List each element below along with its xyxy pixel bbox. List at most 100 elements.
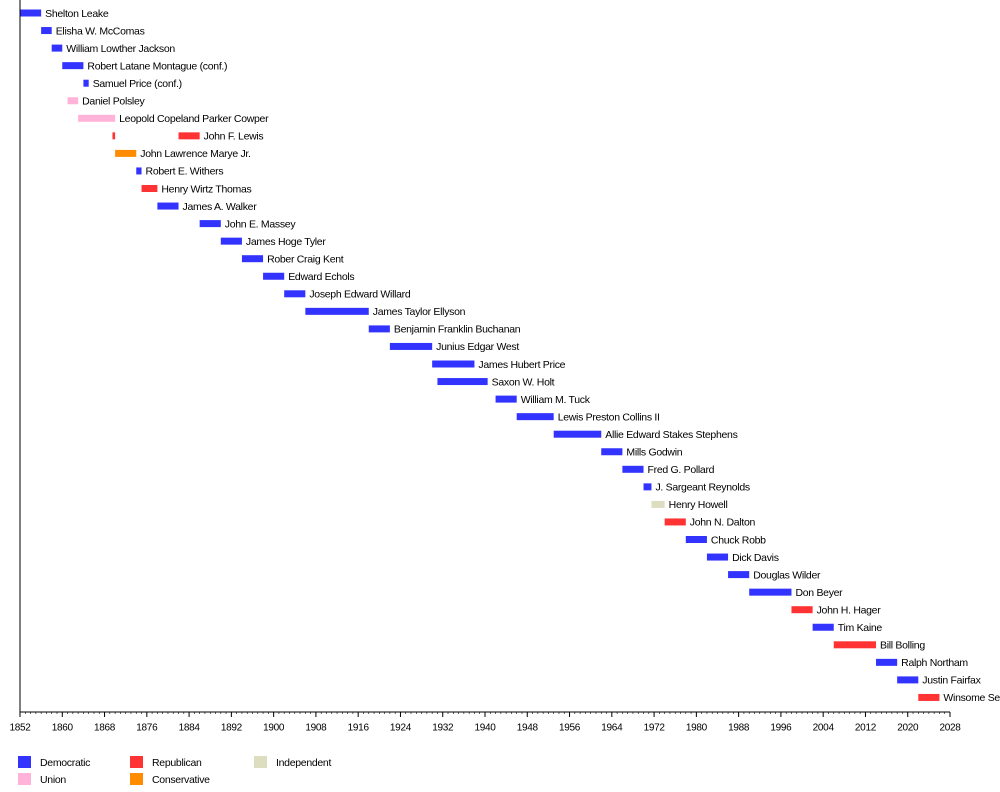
x-tick-label: 1948	[517, 723, 539, 734]
term-bar	[664, 518, 686, 526]
x-tick-label: 1988	[728, 723, 750, 734]
x-tick-label: 1908	[305, 723, 327, 734]
term-bar	[368, 325, 390, 333]
term-bar	[78, 114, 116, 122]
x-tick-label: 1924	[390, 723, 412, 734]
term-bar	[178, 132, 200, 140]
term-bar	[495, 395, 517, 403]
term-bar	[20, 9, 42, 17]
person-label: Samuel Price (conf.)	[93, 78, 182, 90]
term-bar	[876, 658, 898, 666]
x-tick-label: 1980	[686, 723, 708, 734]
term-bar	[728, 571, 750, 579]
person-label: Winsome Sears	[943, 692, 1000, 704]
person-label: Henry Howell	[669, 499, 728, 511]
term-bar	[157, 202, 179, 210]
x-tick-label: 2012	[855, 723, 877, 734]
legend-swatch	[254, 756, 267, 768]
legend-swatch	[130, 756, 143, 768]
x-tick-label: 1876	[136, 723, 158, 734]
person-label: John N. Dalton	[690, 517, 756, 529]
term-bar	[622, 465, 644, 473]
term-bar	[812, 623, 834, 631]
term-bar	[115, 149, 137, 157]
person-label: Don Beyer	[795, 587, 843, 599]
term-bar	[41, 27, 52, 35]
legend-swatch	[18, 756, 31, 768]
person-label: Douglas Wilder	[753, 569, 821, 581]
person-label: James Taylor Ellyson	[373, 306, 466, 318]
x-tick-label: 1916	[348, 723, 370, 734]
person-label: Lewis Preston Collins II	[558, 411, 660, 423]
person-label: Robert Latane Montague (conf.)	[87, 60, 227, 72]
person-label: James A. Walker	[183, 201, 258, 213]
term-bar	[706, 553, 729, 561]
person-label: Shelton Leake	[45, 8, 109, 20]
x-tick-label: 2020	[897, 723, 919, 734]
person-label: Tim Kaine	[838, 622, 883, 634]
person-label: Joseph Edward Willard	[309, 289, 411, 301]
person-label: Saxon W. Holt	[492, 376, 555, 388]
term-bar	[305, 307, 369, 315]
person-label: Junius Edgar West	[436, 341, 519, 353]
term-bar	[601, 448, 623, 456]
x-tick-label: 1932	[432, 723, 454, 734]
legend-label: Democratic	[40, 757, 90, 769]
person-label: William Lowther Jackson	[66, 43, 175, 55]
x-tick-label: 1860	[52, 723, 74, 734]
person-label: Elisha W. McComas	[56, 25, 145, 37]
person-label: Rober Craig Kent	[267, 253, 344, 265]
person-label: Chuck Robb	[711, 534, 766, 546]
term-bar	[67, 97, 79, 105]
person-label: James Hoge Tyler	[246, 236, 326, 248]
person-label: Fred G. Pollard	[648, 464, 715, 476]
person-label: Daniel Polsley	[82, 96, 145, 108]
term-bar	[553, 430, 602, 438]
legend-label: Independent	[276, 757, 331, 769]
term-bar	[749, 588, 792, 596]
term-bar	[62, 62, 84, 70]
term-bar	[685, 536, 707, 543]
term-bar	[263, 272, 285, 280]
x-tick-label: 2028	[939, 723, 961, 734]
legend-label: Conservative	[152, 774, 210, 786]
person-label: Bill Bolling	[880, 640, 925, 652]
legend-label: Republican	[152, 757, 202, 769]
person-label: Allie Edward Stakes Stephens	[605, 429, 737, 441]
x-tick-label: 1964	[601, 723, 623, 734]
term-bar	[284, 290, 306, 298]
person-label: Dick Davis	[732, 552, 779, 564]
x-tick-label: 1940	[474, 723, 496, 734]
term-bar	[791, 606, 813, 614]
term-bar	[83, 79, 89, 87]
term-bar	[241, 255, 264, 263]
legend-swatch	[18, 773, 31, 785]
legend-label: Union	[40, 774, 66, 786]
x-tick-label: 1892	[221, 723, 243, 734]
x-tick-label: 1972	[644, 723, 666, 734]
person-label: Justin Fairfax	[922, 675, 981, 687]
term-bar	[643, 483, 652, 491]
term-bar	[918, 693, 940, 701]
term-bar	[112, 132, 116, 140]
person-label: William M. Tuck	[521, 394, 591, 406]
term-bar	[833, 641, 877, 649]
person-label: Henry Wirtz Thomas	[161, 183, 251, 195]
term-bar	[437, 378, 488, 386]
x-tick-label: 1868	[94, 723, 116, 734]
person-label: Benjamin Franklin Buchanan	[394, 324, 521, 336]
x-tick-label: 1996	[770, 723, 792, 734]
person-label: James Hubert Price	[478, 359, 565, 371]
x-tick-label: 1900	[263, 723, 285, 734]
x-tick-label: 1852	[9, 723, 31, 734]
person-label: John Lawrence Marye Jr.	[140, 148, 250, 160]
term-bar	[51, 44, 63, 52]
x-tick-label: 2004	[813, 723, 835, 734]
term-bar	[141, 185, 158, 192]
person-label: Mills Godwin	[626, 447, 682, 459]
term-bar	[136, 167, 142, 175]
term-bar	[897, 676, 919, 684]
x-tick-label: 1956	[559, 723, 581, 734]
